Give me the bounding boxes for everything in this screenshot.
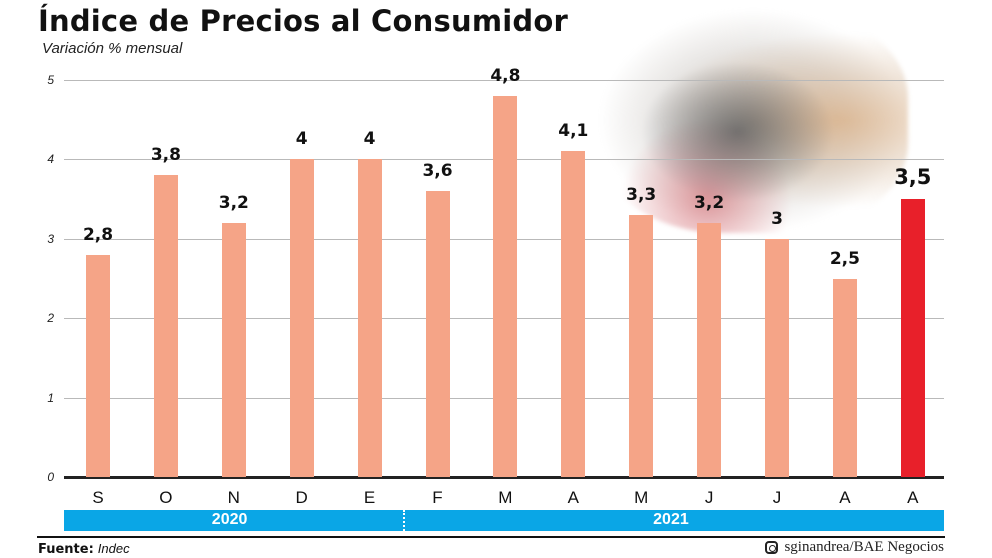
x-tick-label: M	[634, 488, 649, 507]
source-label: Fuente:	[38, 542, 94, 557]
x-tick-label: J	[772, 488, 782, 507]
bar-7	[561, 151, 586, 477]
bar-5	[425, 191, 450, 477]
x-tick-label: O	[159, 488, 173, 507]
bar-6	[493, 95, 518, 477]
chart-subtitle: Variación % mensual	[42, 40, 183, 57]
value-label: 4,1	[558, 121, 589, 142]
supermarket-photo	[598, 8, 908, 233]
value-label: 2,8	[82, 224, 114, 245]
bar-2	[221, 222, 246, 477]
bar-4	[357, 159, 382, 477]
value-label: 3,2	[694, 192, 725, 213]
value-label: 4,8	[490, 65, 521, 86]
value-label: 4	[295, 129, 308, 150]
y-tick-label: 0	[47, 470, 54, 484]
bar-1	[153, 175, 178, 477]
credit-text: sginandrea/BAE Negocios	[784, 539, 944, 555]
y-tick-label: 4	[47, 152, 54, 167]
value-label: 3,3	[626, 184, 657, 205]
value-label: 3,5	[894, 165, 932, 190]
credit: sginandrea/BAE Negocios	[765, 539, 944, 556]
y-tick-label: 2	[47, 311, 54, 326]
value-label: 3,8	[150, 145, 181, 166]
x-tick-label: D	[295, 488, 308, 507]
source-value: Indec	[97, 541, 130, 556]
gridline	[64, 80, 944, 81]
chart-title: Índice de Precios al Consumidor	[38, 4, 568, 38]
bar-12	[900, 199, 925, 477]
year-label-2021: 2021	[653, 511, 689, 528]
x-tick-label: A	[907, 488, 919, 507]
x-axis-baseline	[64, 476, 944, 479]
footer-rule	[37, 536, 945, 538]
y-tick-label: 3	[47, 231, 54, 246]
bar-10	[765, 238, 789, 477]
x-tick-label: N	[227, 488, 240, 507]
bar-9	[697, 222, 722, 477]
instagram-icon	[765, 541, 779, 554]
bar-11	[832, 278, 857, 477]
x-tick-label: S	[92, 488, 104, 507]
x-tick-label: A	[567, 488, 579, 507]
bar-0	[86, 254, 110, 477]
y-tick-label: 5	[47, 73, 54, 87]
value-label: 2,5	[829, 248, 860, 269]
x-tick-label: F	[432, 488, 443, 507]
bar-3	[289, 159, 314, 477]
source: Fuente: Indec	[38, 541, 130, 557]
x-tick-label: M	[498, 488, 513, 507]
value-label: 3,6	[422, 161, 453, 182]
year-label-2020: 2020	[211, 511, 248, 528]
value-label: 4	[363, 129, 376, 150]
x-tick-label: J	[704, 488, 714, 507]
x-tick-label: A	[839, 488, 851, 507]
value-label: 3	[771, 208, 783, 229]
bar-8	[629, 214, 654, 477]
year-divider	[403, 510, 405, 531]
year-band: 2020 2021	[64, 510, 944, 531]
x-tick-label: E	[363, 488, 376, 507]
value-label: 3,2	[218, 192, 249, 213]
plot-area: 0 1 2 3 4 5 2,8 3,8 3,2 4 4 3,6 4,8 4,1 3,3 3,2 3 2,5 3,5	[47, 66, 944, 484]
y-tick-label: 1	[47, 390, 54, 405]
